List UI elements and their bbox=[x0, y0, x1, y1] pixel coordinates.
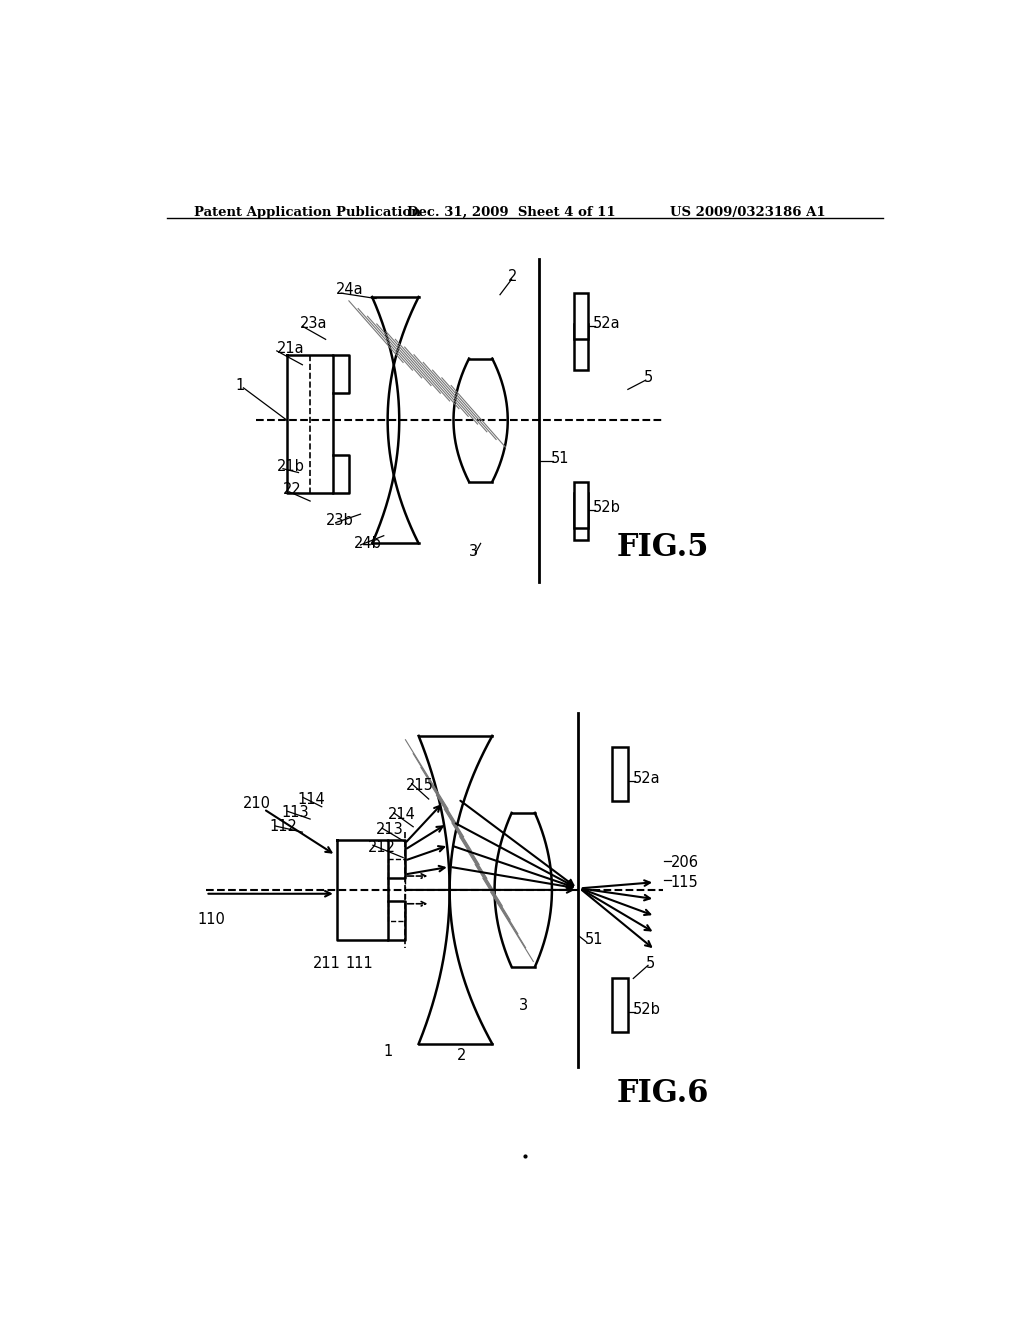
Text: 52b: 52b bbox=[633, 1002, 662, 1016]
Text: 2: 2 bbox=[508, 269, 517, 284]
Text: 1: 1 bbox=[234, 378, 244, 393]
Text: 24a: 24a bbox=[336, 281, 364, 297]
Text: 112: 112 bbox=[269, 820, 297, 834]
FancyBboxPatch shape bbox=[573, 494, 588, 540]
Text: 114: 114 bbox=[297, 792, 325, 807]
Text: 113: 113 bbox=[282, 805, 309, 821]
Text: 52a: 52a bbox=[593, 317, 621, 331]
Text: 111: 111 bbox=[345, 956, 373, 970]
Text: 22: 22 bbox=[283, 482, 302, 498]
Text: 52b: 52b bbox=[593, 500, 621, 515]
Text: FIG.6: FIG.6 bbox=[616, 1078, 709, 1109]
Text: 1: 1 bbox=[384, 1044, 393, 1059]
Text: 24b: 24b bbox=[354, 536, 382, 550]
Text: 52a: 52a bbox=[633, 771, 660, 785]
Bar bbox=[612, 747, 628, 801]
Text: 51: 51 bbox=[550, 451, 569, 466]
FancyBboxPatch shape bbox=[573, 323, 588, 370]
Bar bbox=[612, 978, 628, 1032]
Text: 206: 206 bbox=[671, 855, 698, 870]
Text: 21a: 21a bbox=[276, 341, 304, 356]
Text: 23a: 23a bbox=[300, 317, 328, 331]
Text: 3: 3 bbox=[469, 544, 478, 558]
Text: 2: 2 bbox=[458, 1048, 467, 1063]
Text: 213: 213 bbox=[376, 822, 403, 837]
Text: US 2009/0323186 A1: US 2009/0323186 A1 bbox=[671, 206, 826, 219]
Text: FIG.5: FIG.5 bbox=[616, 532, 709, 562]
Bar bbox=[573, 293, 588, 339]
Text: 214: 214 bbox=[388, 807, 416, 822]
Text: 51: 51 bbox=[586, 932, 604, 948]
Text: 110: 110 bbox=[198, 912, 225, 927]
Text: 215: 215 bbox=[406, 779, 433, 793]
Text: 23b: 23b bbox=[326, 512, 353, 528]
Text: 115: 115 bbox=[671, 875, 698, 890]
Text: 5: 5 bbox=[643, 371, 652, 385]
Text: 212: 212 bbox=[369, 840, 396, 855]
Text: 21b: 21b bbox=[276, 459, 305, 474]
Text: Dec. 31, 2009  Sheet 4 of 11: Dec. 31, 2009 Sheet 4 of 11 bbox=[407, 206, 615, 219]
Text: 211: 211 bbox=[312, 956, 340, 970]
Text: 3: 3 bbox=[519, 998, 528, 1012]
Bar bbox=[573, 482, 588, 528]
Text: 210: 210 bbox=[243, 796, 270, 812]
Text: Patent Application Publication: Patent Application Publication bbox=[194, 206, 421, 219]
Text: 5: 5 bbox=[646, 956, 655, 970]
